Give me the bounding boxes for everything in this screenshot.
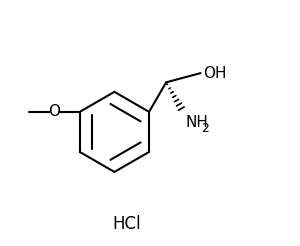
- Text: NH: NH: [185, 115, 208, 130]
- Text: OH: OH: [203, 66, 227, 81]
- Text: 2: 2: [201, 122, 209, 135]
- Text: O: O: [49, 104, 61, 119]
- Text: HCl: HCl: [112, 215, 141, 233]
